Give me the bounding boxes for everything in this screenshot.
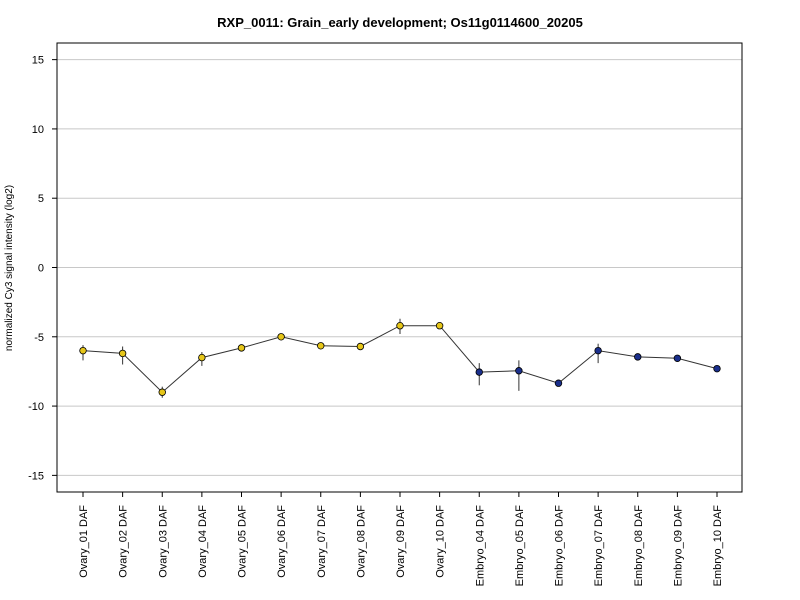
- y-tick-label: 10: [32, 124, 44, 136]
- x-tick-label: Ovary_07 DAF: [316, 505, 328, 578]
- x-tick-label: Embryo_05 DAF: [514, 505, 526, 587]
- x-tick-label: Ovary_04 DAF: [197, 505, 209, 578]
- x-tick-label: Ovary_03 DAF: [157, 505, 169, 578]
- x-tick-label: Ovary_05 DAF: [237, 505, 249, 578]
- y-tick-label: -10: [28, 401, 44, 413]
- data-point: [317, 342, 325, 350]
- data-point: [475, 368, 483, 376]
- y-axis: -15 -10 -5 0 5 10 15: [28, 55, 57, 482]
- x-tick-label: Embryo_07 DAF: [593, 505, 605, 587]
- x-tick-label: Ovary_02 DAF: [118, 505, 130, 578]
- data-point: [594, 346, 602, 355]
- data-point: [237, 344, 246, 352]
- grid-lines: [57, 59, 742, 476]
- chart-title: RXP_0011: Grain_early development; Os11g…: [217, 15, 583, 30]
- series-line: [82, 325, 718, 393]
- data-point: [277, 333, 285, 341]
- y-tick-label: 0: [38, 263, 44, 275]
- data-point: [79, 346, 87, 355]
- x-tick-label: Ovary_06 DAF: [276, 505, 288, 578]
- data-point: [198, 353, 206, 362]
- x-axis: Ovary_01 DAF Ovary_02 DAF Ovary_03 DAF Ovar…: [78, 492, 724, 586]
- y-tick-label: 15: [32, 55, 44, 67]
- y-tick-label: 5: [38, 193, 44, 205]
- data-point: [554, 379, 563, 387]
- x-tick-label: Embryo_08 DAF: [633, 505, 645, 587]
- data-series: [79, 318, 721, 398]
- data-point: [158, 388, 166, 396]
- data-point: [356, 342, 365, 351]
- data-point: [118, 349, 127, 358]
- data-point: [435, 322, 444, 330]
- y-tick-label: -15: [28, 470, 44, 482]
- x-tick-label: Embryo_06 DAF: [554, 505, 566, 587]
- data-point: [396, 322, 404, 330]
- x-tick-label: Embryo_10 DAF: [712, 505, 724, 587]
- data-point: [673, 354, 682, 362]
- x-tick-label: Ovary_10 DAF: [435, 505, 447, 578]
- y-axis-label: normalized Cy3 signal intensity (log2): [4, 185, 15, 351]
- data-point: [515, 367, 523, 375]
- x-tick-label: Embryo_04 DAF: [474, 505, 486, 587]
- x-tick-label: Ovary_08 DAF: [355, 505, 367, 578]
- x-tick-label: Embryo_09 DAF: [672, 505, 684, 587]
- x-tick-label: Ovary_01 DAF: [78, 505, 90, 578]
- data-point: [713, 364, 721, 373]
- x-tick-label: Ovary_09 DAF: [395, 505, 407, 578]
- y-tick-label: -5: [34, 332, 44, 344]
- data-point: [634, 353, 642, 361]
